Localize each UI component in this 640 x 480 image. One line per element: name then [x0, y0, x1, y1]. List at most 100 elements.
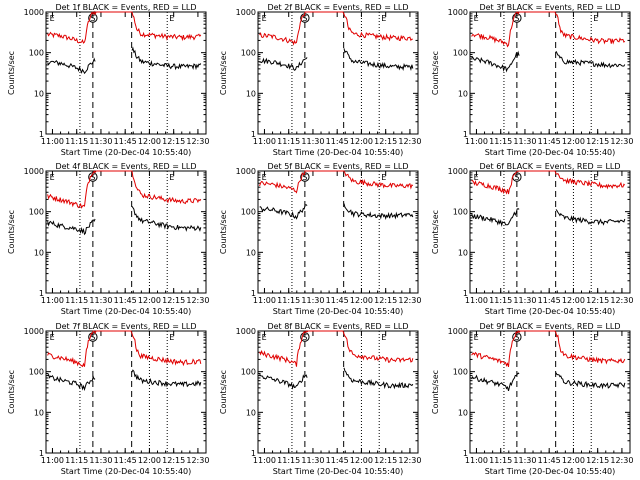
panel-det-8f: Det 8f BLACK = Events, RED = LLD 1 10 100 10…: [219, 322, 421, 476]
y-tick-label: 10: [458, 408, 468, 417]
y-tick-label: 10: [458, 248, 468, 257]
x-tick-label: 11:00: [465, 296, 488, 305]
x-tick-label: 11:45: [326, 137, 349, 146]
y-tick-label: 100: [29, 368, 44, 377]
series-lld: [47, 10, 202, 44]
series-events: [47, 369, 202, 392]
marker-label: E: [262, 14, 267, 23]
series-lld: [471, 170, 626, 195]
x-tick-label: 11:00: [41, 456, 64, 465]
x-tick-label: 11:00: [465, 137, 488, 146]
x-tick-label: 12:30: [398, 296, 421, 305]
marker-label: E: [381, 173, 386, 182]
series-lld: [47, 330, 202, 368]
x-tick-label: 11:30: [89, 137, 112, 146]
x-tick-label: 11:15: [65, 456, 88, 465]
marker-label: E: [50, 333, 55, 342]
panel-title: Det 1f BLACK = Events, RED = LLD: [55, 3, 196, 12]
y-tick-label: 1000: [236, 167, 256, 176]
x-axis-label: Start Time (20-Dec-04 10:55:40): [61, 467, 192, 476]
marker-label: E: [169, 173, 174, 182]
marker-label: E: [262, 333, 267, 342]
x-tick-label: 12:30: [186, 296, 209, 305]
y-tick-label: 10: [458, 89, 468, 98]
marker-label: E: [169, 14, 174, 23]
x-tick-label: 11:30: [301, 456, 324, 465]
x-tick-label: 12:30: [186, 456, 209, 465]
x-tick-label: 12:00: [138, 296, 161, 305]
x-tick-label: 12:30: [610, 296, 633, 305]
marker-label: E: [474, 333, 479, 342]
marker-label: S: [90, 14, 95, 23]
x-tick-label: 12:30: [610, 456, 633, 465]
x-axis-label: Start Time (20-Dec-04 10:55:40): [61, 148, 192, 157]
x-tick-label: 11:45: [114, 296, 137, 305]
x-tick-label: 12:15: [586, 137, 609, 146]
series-events: [259, 367, 414, 390]
y-tick-label: 1: [39, 130, 44, 139]
y-tick-label: 1000: [24, 327, 44, 336]
marker-label: S: [302, 333, 307, 342]
panel-title: Det 4f BLACK = Events, RED = LLD: [55, 162, 196, 171]
x-tick-label: 12:00: [138, 456, 161, 465]
y-tick-label: 1: [463, 449, 468, 458]
series-events: [471, 372, 626, 392]
x-tick-label: 11:30: [513, 456, 536, 465]
x-tick-label: 11:15: [489, 456, 512, 465]
x-tick-label: 12:00: [562, 137, 585, 146]
y-tick-label: 1000: [236, 8, 256, 17]
panel-title: Det 3f BLACK = Events, RED = LLD: [479, 3, 620, 12]
marker-label: E: [50, 173, 55, 182]
series-lld: [47, 170, 202, 209]
y-axis-label: Counts/sec: [219, 51, 228, 95]
marker-label: E: [262, 173, 267, 182]
panel-det-7f: Det 7f BLACK = Events, RED = LLD 1 10 100 10…: [7, 322, 209, 476]
y-tick-label: 1000: [236, 327, 256, 336]
y-tick-label: 100: [453, 368, 468, 377]
plot-frame: [257, 170, 419, 294]
x-tick-label: 11:45: [538, 296, 561, 305]
plot-frame: [45, 330, 207, 454]
panel-title: Det 8f BLACK = Events, RED = LLD: [267, 322, 408, 331]
panel-title: Det 7f BLACK = Events, RED = LLD: [55, 322, 196, 331]
x-tick-label: 11:30: [301, 296, 324, 305]
x-tick-label: 12:15: [374, 296, 397, 305]
marker-label: S: [302, 14, 307, 23]
y-tick-label: 10: [34, 89, 44, 98]
x-tick-label: 11:15: [489, 137, 512, 146]
series-events: [259, 203, 414, 220]
x-tick-label: 12:15: [586, 296, 609, 305]
panel-det-5f: Det 5f BLACK = Events, RED = LLD 1 10 100 10…: [219, 162, 421, 316]
y-tick-label: 100: [453, 208, 468, 217]
y-axis-label: Counts/sec: [431, 210, 440, 254]
panel-det-4f: Det 4f BLACK = Events, RED = LLD 1 10 100 10…: [7, 162, 209, 316]
panel-title: Det 6f BLACK = Events, RED = LLD: [479, 162, 620, 171]
series-events: [471, 50, 626, 73]
x-tick-label: 12:30: [610, 137, 633, 146]
y-tick-label: 100: [453, 49, 468, 58]
marker-label: S: [514, 333, 519, 342]
y-tick-label: 10: [246, 89, 256, 98]
y-tick-label: 10: [34, 408, 44, 417]
x-tick-label: 11:15: [277, 456, 300, 465]
marker-label: E: [593, 333, 598, 342]
y-axis-label: Counts/sec: [7, 51, 16, 95]
y-tick-label: 100: [29, 208, 44, 217]
y-axis-label: Counts/sec: [431, 51, 440, 95]
x-tick-label: 11:45: [538, 137, 561, 146]
x-tick-label: 11:45: [114, 456, 137, 465]
x-tick-label: 12:15: [162, 456, 185, 465]
x-tick-label: 11:00: [253, 456, 276, 465]
y-tick-label: 1000: [24, 167, 44, 176]
plot-frame: [257, 11, 419, 135]
x-tick-label: 11:30: [513, 137, 536, 146]
x-tick-label: 11:00: [253, 137, 276, 146]
x-tick-label: 11:15: [277, 296, 300, 305]
series-lld: [259, 11, 413, 46]
marker-label: S: [90, 333, 95, 342]
marker-label: S: [514, 173, 519, 182]
series-lld: [259, 170, 414, 194]
panel-det-2f: Det 2f BLACK = Events, RED = LLD 1 10 100 10…: [219, 3, 421, 157]
x-tick-label: 11:15: [489, 296, 512, 305]
y-axis-label: Counts/sec: [219, 370, 228, 414]
